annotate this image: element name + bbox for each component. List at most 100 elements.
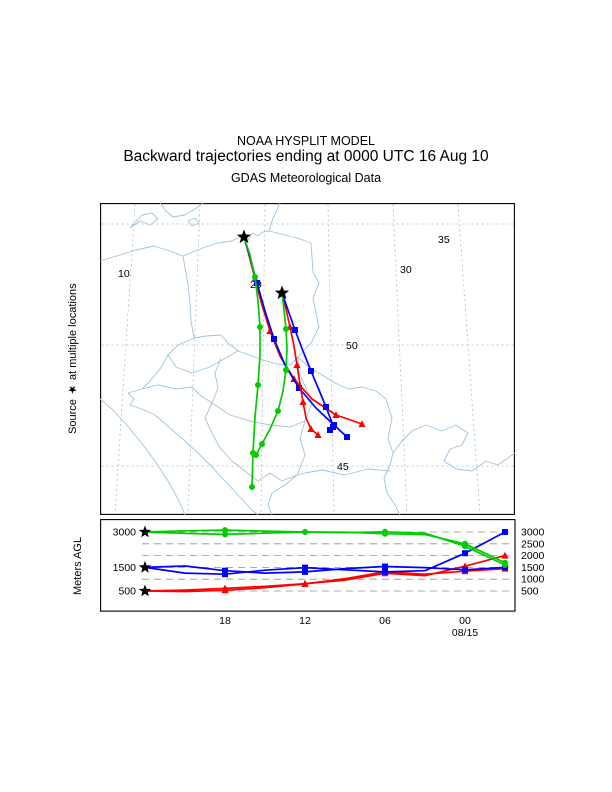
- map-border-line: [211, 357, 222, 404]
- trajectory-marker-circle: [249, 484, 255, 490]
- trajectory-marker-square: [222, 567, 228, 574]
- grid-label: 10: [118, 268, 130, 280]
- source-star-icon: [274, 285, 290, 300]
- trajectory-marker-circle: [255, 382, 261, 388]
- height-frame: [100, 519, 516, 612]
- map-border-line: [296, 468, 391, 476]
- trajectory-marker-circle: [283, 326, 289, 332]
- trajectory-marker-square: [222, 571, 228, 578]
- map-border-line: [211, 402, 306, 428]
- trajectory-marker-circle: [253, 452, 259, 458]
- map-trajectory-source1-500m: [243, 236, 363, 425]
- time-tick-label: 06: [379, 615, 391, 627]
- met-data-label: GDAS Meteorological Data: [230, 171, 382, 185]
- trajectory-marker-circle: [502, 559, 508, 566]
- longitude-gridline: [114, 204, 136, 514]
- map-border-line: [297, 356, 387, 400]
- map-border-line: [99, 398, 186, 516]
- map-border-line: [127, 392, 259, 516]
- date-label: 08/15: [452, 627, 478, 639]
- longitude-gridline: [260, 204, 266, 514]
- trajectory-marker-circle: [283, 367, 289, 373]
- map-trajectory-source2-500m: [281, 292, 319, 436]
- trajectory-marker-square: [344, 434, 350, 440]
- trajectory-marker-triangle: [307, 425, 315, 432]
- map-border-line: [267, 420, 306, 516]
- trajectory-marker-triangle: [314, 431, 322, 438]
- time-tick-label: 00: [459, 615, 471, 627]
- longitude-gridline: [392, 204, 408, 514]
- map-border-line: [127, 384, 213, 404]
- trajectory-marker-circle: [275, 408, 281, 414]
- trajectory-marker-square: [462, 550, 468, 557]
- map-border-line: [237, 350, 299, 366]
- trajectory-marker-square: [462, 566, 468, 573]
- map-trajectory-source2-1500m: [281, 292, 334, 431]
- map-border-line: [385, 398, 394, 454]
- map-border-line: [159, 202, 204, 218]
- map-border-line: [297, 242, 320, 358]
- meters-agl-axis-label: Meters AGL: [72, 536, 84, 595]
- source-star-icon: [138, 525, 152, 538]
- height-label-right: 500: [521, 586, 539, 598]
- trajectory-map-panel: 102030355045: [99, 202, 516, 516]
- trajectory-marker-square: [382, 568, 388, 575]
- height-label-left: 1500: [113, 562, 137, 574]
- source-star-icon: [138, 560, 152, 573]
- source-star-icon: [138, 584, 152, 597]
- trajectory-marker-square: [323, 404, 329, 410]
- map-border-line: [182, 255, 195, 339]
- map-border-line: [187, 217, 200, 227]
- grid-label: 30: [400, 264, 412, 276]
- map-border-line: [167, 334, 239, 374]
- height-series-source2-3000m: [144, 531, 506, 564]
- trajectory-marker-circle: [462, 540, 468, 547]
- map-border-line: [129, 212, 159, 229]
- height-series-source2-500m: [144, 567, 506, 593]
- trajectory-marker-square: [502, 529, 508, 535]
- height-label-right: 2500: [521, 538, 545, 550]
- map-border-line: [383, 452, 401, 516]
- height-series-source1-1500m: [144, 531, 506, 576]
- map-border-line: [392, 424, 516, 472]
- grid-label: 50: [346, 340, 358, 352]
- trajectory-marker-square: [271, 336, 277, 342]
- map-trajectory-source1-3000m: [243, 236, 261, 488]
- trajectory-marker-triangle: [301, 580, 309, 587]
- time-tick-label: 12: [299, 615, 311, 627]
- trajectory-marker-square: [302, 568, 308, 575]
- trajectory-marker-circle: [222, 527, 228, 534]
- height-label-left: 500: [118, 586, 136, 598]
- source-axis-label: Source ★ at multiple locations: [67, 283, 79, 435]
- trajectory-marker-triangle: [332, 411, 340, 418]
- longitude-gridline: [327, 204, 335, 514]
- trajectory-marker-square: [308, 368, 314, 374]
- trajectory-marker-square: [382, 563, 388, 570]
- time-tick-label: 18: [219, 615, 231, 627]
- trajectory-marker-square: [292, 327, 298, 333]
- map-border-line: [141, 354, 169, 390]
- trajectory-marker-circle: [302, 529, 308, 535]
- trajectory-marker-circle: [222, 531, 228, 538]
- map-frame: [100, 203, 515, 515]
- trajectory-marker-square: [327, 427, 333, 433]
- trajectory-marker-square: [296, 385, 302, 391]
- trajectory-marker-circle: [382, 530, 388, 537]
- plot-title: Backward trajectories ending at 0000 UTC…: [123, 148, 489, 165]
- trajectory-marker-triangle: [501, 551, 509, 559]
- trajectory-marker-square: [254, 280, 260, 286]
- height-series-source2-1500m: [144, 565, 506, 574]
- height-label-right: 1000: [521, 574, 545, 586]
- height-label-right: 1500: [521, 562, 545, 574]
- height-label-left: 3000: [113, 527, 137, 539]
- source-star-icon: [236, 229, 252, 244]
- trajectory-marker-triangle: [358, 420, 366, 427]
- trajectory-marker-triangle: [221, 586, 229, 594]
- trajectory-marker-triangle: [293, 361, 301, 368]
- trajectory-marker-circle: [252, 274, 258, 280]
- grid-label: 35: [438, 234, 450, 246]
- grid-label: 45: [337, 461, 349, 473]
- longitude-gridline: [457, 204, 481, 514]
